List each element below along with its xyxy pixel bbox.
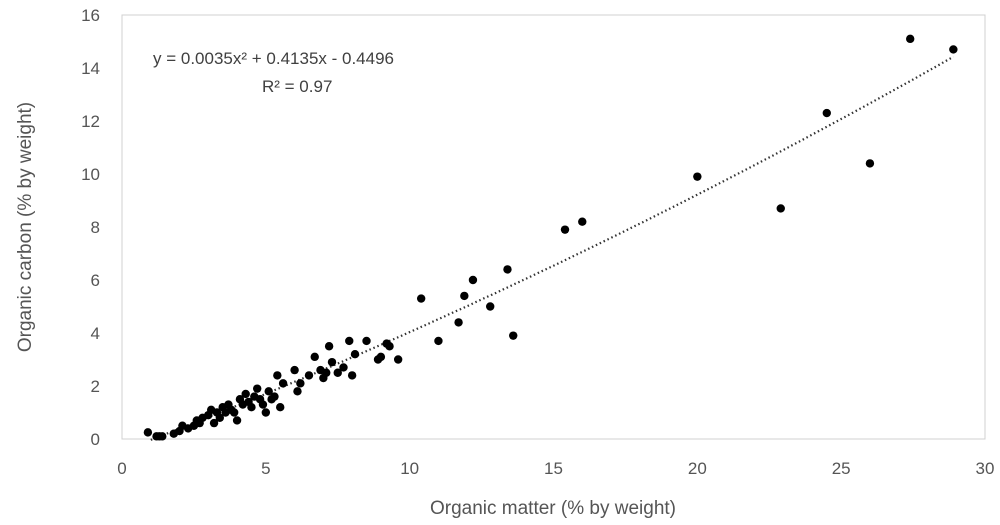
data-point [345,336,354,346]
data-point [296,379,305,388]
data-point [276,403,285,412]
data-point [578,217,587,226]
data-point [460,291,469,301]
y-tick-label: 4 [91,324,100,343]
data-point [693,172,702,181]
x-axis-title: Organic matter (% by weight) [430,498,676,519]
trendline-r-squared: R² = 0.97 [262,77,332,96]
data-point [209,418,219,428]
data-point [393,355,403,364]
data-point [241,389,250,399]
x-tick-label: 20 [688,459,707,478]
data-point [776,204,785,213]
data-point [949,45,958,54]
data-point [273,371,282,380]
y-tick-label: 8 [91,218,100,237]
x-tick-label: 5 [261,459,270,478]
plot-area-frame [121,14,986,440]
data-point [416,294,426,303]
y-axis-title: Organic carbon (% by weight) [15,102,36,352]
data-point [906,34,915,44]
trendline [150,55,954,441]
data-point [385,342,394,351]
data-point [247,403,256,412]
data-point [290,365,299,375]
data-points [143,34,958,441]
data-point [258,400,268,409]
y-tick-label: 6 [91,271,100,290]
data-point [509,331,518,340]
data-point [324,342,334,351]
data-point [310,352,319,362]
data-point [362,336,371,346]
y-axis-ticks: 0 2 4 6 8 10 12 14 16 [81,6,100,449]
data-point [350,350,360,359]
y-tick-label: 2 [91,377,100,396]
data-point [143,428,153,437]
y-tick-label: 12 [81,112,100,131]
trendline-equation: y = 0.0035x² + 0.4135x - 0.4496 [153,49,394,68]
data-point [264,387,273,396]
data-point [270,392,279,401]
x-tick-label: 15 [544,459,563,478]
x-tick-label: 0 [117,459,126,478]
y-tick-label: 16 [81,6,100,25]
data-point [293,387,302,396]
data-point [486,302,495,311]
data-point [339,363,348,372]
x-axis-ticks: 0 5 10 15 20 25 30 [117,459,994,478]
data-point [261,408,271,417]
data-point [278,379,288,388]
y-tick-label: 0 [91,430,100,449]
data-point [232,416,242,425]
data-point [434,336,443,346]
data-point [560,225,570,234]
data-point [454,318,463,327]
x-tick-label: 30 [976,459,995,478]
y-tick-label: 10 [81,165,100,184]
data-point [229,408,239,417]
data-point [865,159,875,168]
data-point [333,368,342,377]
data-point [322,368,331,377]
data-point [376,352,386,362]
data-point [215,413,225,422]
x-tick-label: 10 [400,459,419,478]
data-point [468,275,478,285]
data-point [347,371,357,380]
data-point [253,384,262,393]
x-tick-label: 25 [832,459,851,478]
data-point [304,371,314,380]
data-point [158,432,167,441]
y-tick-label: 14 [81,59,100,78]
data-point [822,108,831,118]
data-point [503,265,512,274]
data-point [327,357,337,367]
